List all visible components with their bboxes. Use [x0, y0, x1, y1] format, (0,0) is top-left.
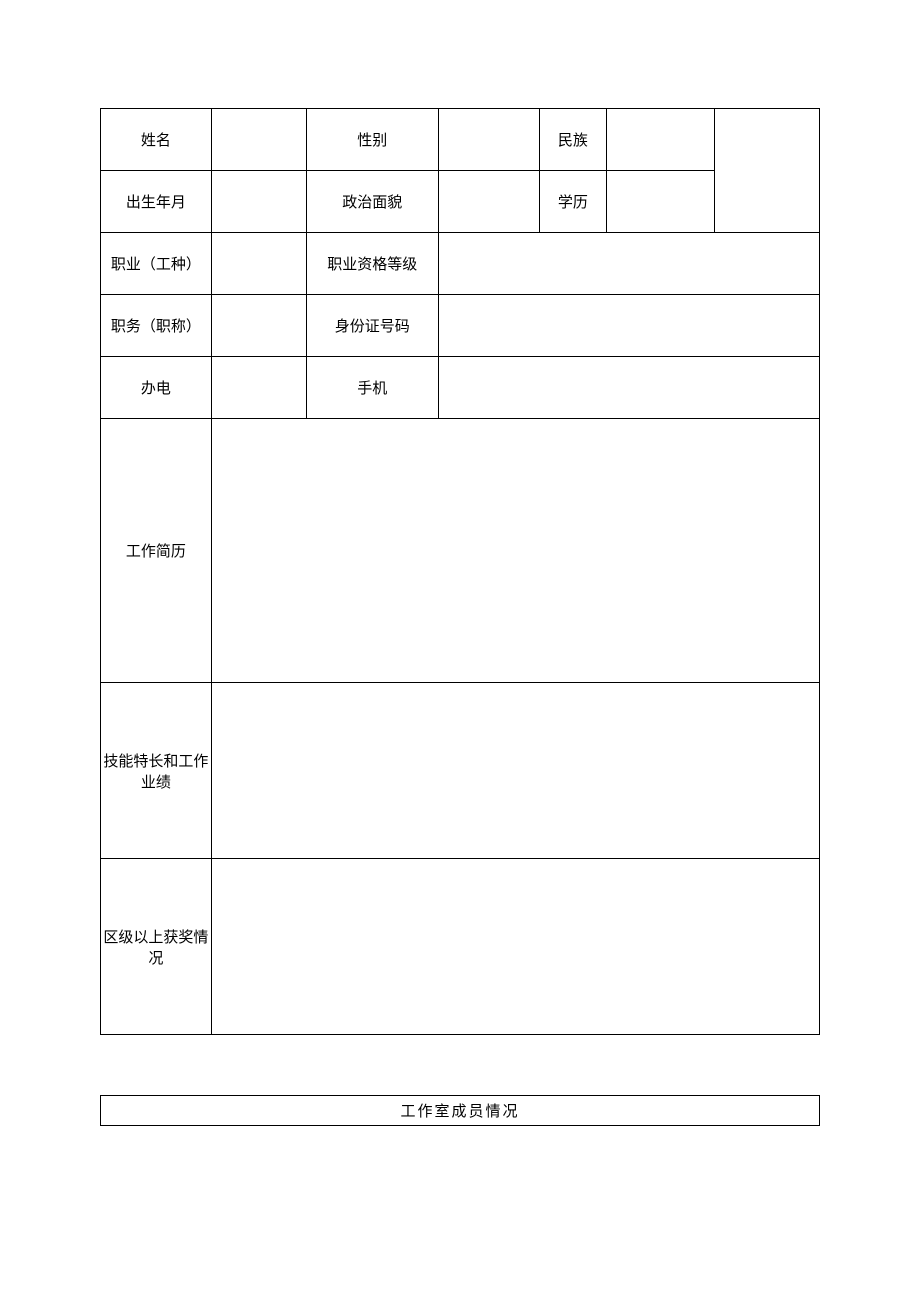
value-awards: [211, 859, 819, 1035]
row-birth: 出生年月 政治面貌 学历: [101, 171, 820, 233]
value-education: [607, 171, 715, 233]
value-id-number: [438, 295, 819, 357]
label-mobile: 手机: [306, 357, 438, 419]
personal-info-table: 姓名 性别 民族 出生年月 政治面貌 学历 职业（工种） 职业资格等级 职务（职…: [100, 108, 820, 1035]
section-title-members: 工作室成员情况: [100, 1095, 820, 1126]
label-name: 姓名: [101, 109, 212, 171]
label-occupation: 职业（工种）: [101, 233, 212, 295]
label-political: 政治面貌: [306, 171, 438, 233]
value-occupation: [211, 233, 306, 295]
value-name: [211, 109, 306, 171]
row-phone: 办电 手机: [101, 357, 820, 419]
label-work-history: 工作简历: [101, 419, 212, 683]
value-position: [211, 295, 306, 357]
label-office-phone: 办电: [101, 357, 212, 419]
photo-cell: [714, 109, 819, 233]
row-position: 职务（职称） 身份证号码: [101, 295, 820, 357]
label-id-number: 身份证号码: [306, 295, 438, 357]
value-ethnicity: [607, 109, 715, 171]
label-ethnicity: 民族: [539, 109, 607, 171]
value-gender: [438, 109, 539, 171]
value-birth: [211, 171, 306, 233]
value-office-phone: [211, 357, 306, 419]
label-position: 职务（职称）: [101, 295, 212, 357]
row-name: 姓名 性别 民族: [101, 109, 820, 171]
value-qualification: [438, 233, 819, 295]
label-birth: 出生年月: [101, 171, 212, 233]
label-skills: 技能特长和工作业绩: [101, 683, 212, 859]
value-skills: [211, 683, 819, 859]
label-awards: 区级以上获奖情况: [101, 859, 212, 1035]
label-education: 学历: [539, 171, 607, 233]
value-political: [438, 171, 539, 233]
value-work-history: [211, 419, 819, 683]
value-mobile: [438, 357, 819, 419]
row-occupation: 职业（工种） 职业资格等级: [101, 233, 820, 295]
label-qualification: 职业资格等级: [306, 233, 438, 295]
row-skills: 技能特长和工作业绩: [101, 683, 820, 859]
row-awards: 区级以上获奖情况: [101, 859, 820, 1035]
row-work-history: 工作简历: [101, 419, 820, 683]
label-gender: 性别: [306, 109, 438, 171]
